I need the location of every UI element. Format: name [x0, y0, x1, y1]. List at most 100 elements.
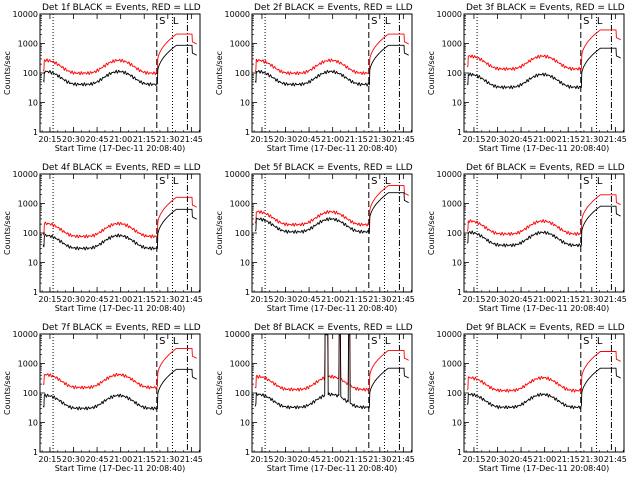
- y-axis-label: Counts/sec: [3, 371, 12, 415]
- x-tick-label: 21:45: [180, 455, 203, 464]
- x-tick-label: 20:15: [250, 135, 273, 144]
- y-axis-label: Counts/sec: [3, 211, 12, 255]
- y-tick-label: 1000: [18, 360, 38, 369]
- x-tick-label: 21:15: [557, 135, 580, 144]
- x-tick-label: 21:00: [321, 135, 344, 144]
- x-tick-label: 20:45: [86, 135, 109, 144]
- x-tick-label: 20:30: [486, 295, 509, 304]
- x-tick-label: 21:30: [580, 295, 603, 304]
- y-tick-label: 1: [245, 288, 250, 297]
- detector-panel-7: Det 7f BLACK = Events, RED = LLD 1 10 100 10…: [3, 323, 203, 473]
- y-tick-label: 1: [33, 448, 38, 457]
- x-tick-label: 20:45: [298, 455, 321, 464]
- x-tick-label: 20:30: [274, 295, 297, 304]
- x-tick-label: 21:30: [156, 295, 179, 304]
- y-tick-label: 10: [28, 419, 38, 428]
- y-tick-label: 10: [28, 259, 38, 268]
- x-tick-label: 21:45: [392, 455, 415, 464]
- marker-s: S: [371, 16, 377, 27]
- x-tick-label: 21:15: [345, 455, 368, 464]
- y-tick-label: 1000: [230, 360, 250, 369]
- x-tick-label: 21:15: [345, 135, 368, 144]
- panel-title: Det 6f BLACK = Events, RED = LLD: [466, 163, 625, 173]
- panel-title: Det 7f BLACK = Events, RED = LLD: [42, 323, 201, 333]
- x-tick-label: 21:30: [580, 455, 603, 464]
- y-tick-label: 100: [23, 229, 38, 238]
- plot-frame: [251, 13, 413, 133]
- x-tick-label: 20:15: [462, 135, 485, 144]
- y-tick-label: 1000: [442, 360, 462, 369]
- events-series: [254, 192, 409, 235]
- x-tick-label: 21:15: [133, 295, 156, 304]
- x-tick-label: 21:30: [368, 135, 391, 144]
- x-tick-label: 21:00: [533, 135, 556, 144]
- y-tick-label: 1000: [18, 40, 38, 49]
- x-tick-label: 21:15: [345, 295, 368, 304]
- y-tick-label: 100: [235, 69, 250, 78]
- y-tick-label: 1000: [442, 40, 462, 49]
- lld-series: [42, 347, 197, 390]
- x-tick-label: 20:30: [62, 455, 85, 464]
- x-tick-label: 21:00: [321, 295, 344, 304]
- plot-frame: [463, 13, 625, 133]
- x-axis-label: Start Time (17-Dec-11 20:08:40): [479, 304, 610, 313]
- y-tick-label: 100: [23, 69, 38, 78]
- x-tick-label: 21:45: [392, 135, 415, 144]
- y-tick-label: 1: [457, 128, 462, 137]
- x-tick-label: 20:45: [510, 135, 533, 144]
- x-tick-label: 20:30: [62, 135, 85, 144]
- plot-frame: [39, 173, 201, 293]
- y-tick-label: 1000: [230, 200, 250, 209]
- y-tick-label: 10: [240, 259, 250, 268]
- x-tick-label: 21:30: [156, 135, 179, 144]
- panel-title: Det 4f BLACK = Events, RED = LLD: [42, 163, 201, 173]
- events-series: [254, 334, 409, 410]
- marker-l: L: [173, 176, 179, 187]
- x-tick-label: 21:00: [109, 135, 132, 144]
- x-tick-label: 21:15: [133, 455, 156, 464]
- marker-s: S: [159, 336, 165, 347]
- events-series: [254, 44, 409, 87]
- marker-l: L: [385, 336, 391, 347]
- detector-panel-8: Det 8f BLACK = Events, RED = LLD 1 10 100 10…: [215, 323, 415, 473]
- y-tick-label: 10: [452, 259, 462, 268]
- plot-frame: [39, 13, 201, 133]
- x-tick-label: 21:30: [156, 455, 179, 464]
- x-tick-label: 20:30: [62, 295, 85, 304]
- marker-s: S: [371, 176, 377, 187]
- x-tick-label: 20:45: [86, 455, 109, 464]
- y-tick-label: 1: [33, 128, 38, 137]
- x-tick-label: 20:30: [486, 455, 509, 464]
- events-series: [42, 208, 197, 251]
- x-tick-label: 20:15: [250, 455, 273, 464]
- x-tick-label: 20:45: [510, 455, 533, 464]
- y-axis-label: Counts/sec: [3, 51, 12, 95]
- x-tick-label: 21:15: [557, 455, 580, 464]
- x-tick-label: 20:15: [250, 295, 273, 304]
- y-tick-label: 10000: [13, 10, 38, 19]
- marker-l: L: [173, 16, 179, 27]
- marker-l: L: [597, 176, 603, 187]
- x-tick-label: 21:30: [368, 295, 391, 304]
- x-axis-label: Start Time (17-Dec-11 20:08:40): [267, 304, 398, 313]
- lld-series: [254, 185, 409, 227]
- events-series: [42, 368, 197, 411]
- y-tick-label: 1: [457, 448, 462, 457]
- x-tick-label: 21:00: [109, 295, 132, 304]
- panel-title: Det 1f BLACK = Events, RED = LLD: [42, 3, 201, 13]
- x-tick-label: 20:15: [462, 455, 485, 464]
- x-tick-label: 20:45: [86, 295, 109, 304]
- y-tick-label: 1: [33, 288, 38, 297]
- y-tick-label: 10000: [225, 330, 250, 339]
- marker-s: S: [583, 336, 589, 347]
- y-tick-label: 10000: [437, 170, 462, 179]
- marker-s: S: [583, 16, 589, 27]
- x-tick-label: 21:45: [180, 135, 203, 144]
- lld-series: [466, 194, 621, 237]
- y-tick-label: 10: [452, 99, 462, 108]
- y-tick-label: 10000: [225, 170, 250, 179]
- marker-l: L: [173, 336, 179, 347]
- y-tick-label: 100: [447, 389, 462, 398]
- x-tick-label: 21:00: [321, 455, 344, 464]
- x-axis-label: Start Time (17-Dec-11 20:08:40): [267, 144, 398, 153]
